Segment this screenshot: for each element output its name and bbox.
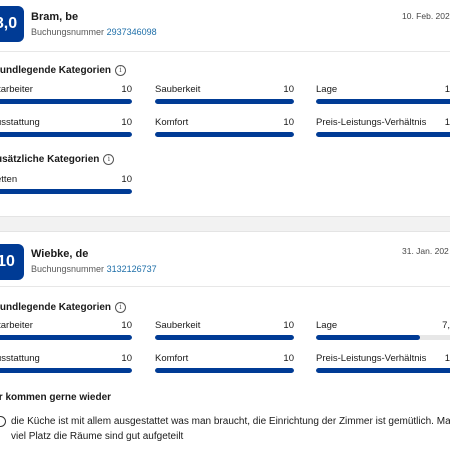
review-comment-text: die Küche ist mit allem ausgestattet was…	[11, 416, 450, 442]
category-facilities: usstattung 10	[0, 117, 132, 141]
category-facilities: usstattung 10	[0, 353, 132, 377]
booking-label: Buchungsnummer	[31, 27, 105, 37]
booking-label: Buchungsnummer	[31, 264, 105, 274]
rating-bar	[0, 335, 132, 340]
booking-info: Buchungsnummer 2937346098	[31, 27, 157, 37]
category-value-for-money: Preis-Leistungs-Verhältnis 1	[316, 353, 450, 377]
category-beds: etten 10	[0, 174, 132, 198]
category-cleanliness: Sauberkeit 10	[155, 320, 294, 344]
category-location: Lage 7,	[316, 320, 450, 344]
review-card: 8,0 Bram, be Buchungsnummer 2937346098 1…	[0, 0, 450, 216]
category-value-for-money: Preis-Leistungs-Verhältnis 1	[316, 117, 450, 141]
reviewer-name: Bram, be	[31, 11, 79, 23]
rating-bar	[0, 132, 132, 137]
review-date: 10. Feb. 202	[402, 11, 450, 21]
booking-number-link[interactable]: 2937346098	[106, 27, 157, 37]
review-headline: ir kommen gerne wieder	[0, 392, 112, 403]
category-location: Lage 1	[316, 84, 450, 108]
category-comfort: Komfort 10	[155, 353, 294, 377]
rating-bar	[316, 132, 450, 137]
review-score-badge: 10	[0, 244, 24, 280]
extra-categories-title: usätzliche Kategorien i	[0, 154, 115, 165]
core-categories-title: rundlegende Kategorien i	[0, 302, 127, 313]
review-card: 10 Wiebke, de Buchungsnummer 3132126737 …	[0, 232, 450, 450]
reviewer-name: Wiebke, de	[31, 248, 89, 260]
core-categories-title: rundlegende Kategorien i	[0, 65, 127, 76]
rating-bar	[155, 368, 294, 373]
review-separator	[0, 216, 450, 232]
review-date: 31. Jan. 202	[402, 246, 449, 256]
divider	[0, 286, 450, 287]
rating-bar	[0, 368, 132, 373]
divider	[0, 51, 450, 52]
booking-number-link[interactable]: 3132126737	[106, 264, 157, 274]
category-cleanliness: Sauberkeit 10	[155, 84, 294, 108]
rating-bar	[0, 99, 132, 104]
info-icon[interactable]: i	[115, 302, 127, 313]
rating-bar	[155, 132, 294, 137]
rating-bar	[155, 335, 294, 340]
category-comfort: Komfort 10	[155, 117, 294, 141]
rating-bar	[0, 189, 132, 194]
category-staff: itarbeiter 10	[0, 84, 132, 108]
rating-bar	[316, 99, 450, 104]
rating-bar	[155, 99, 294, 104]
category-staff: itarbeiter 10	[0, 320, 132, 344]
rating-bar	[316, 335, 420, 340]
info-icon[interactable]: i	[103, 154, 115, 165]
booking-info: Buchungsnummer 3132126737	[31, 264, 157, 274]
rating-bar	[316, 368, 450, 373]
review-score-badge: 8,0	[0, 6, 24, 42]
info-icon[interactable]: i	[115, 65, 127, 76]
